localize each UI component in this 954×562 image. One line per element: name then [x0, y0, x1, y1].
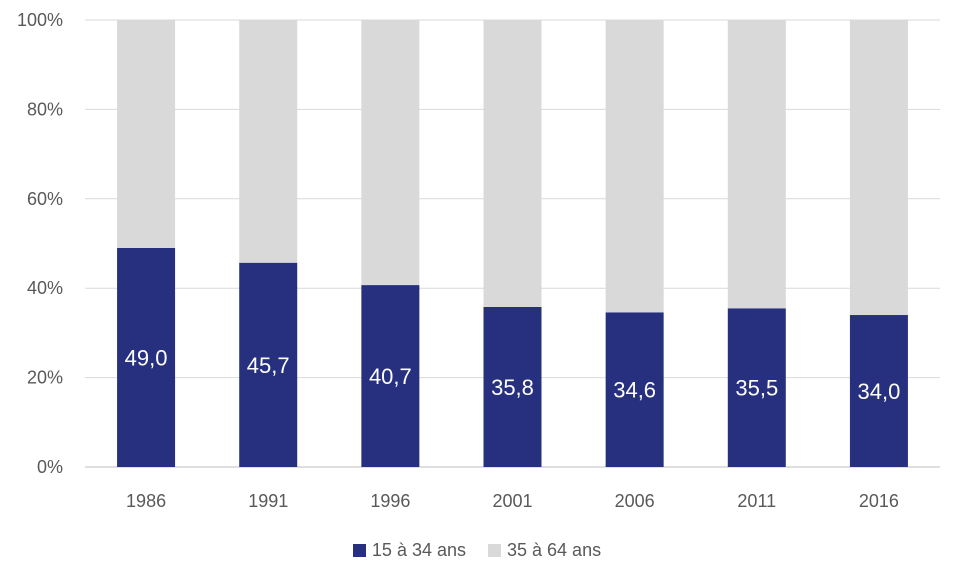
data-label: 49,0	[125, 345, 168, 370]
y-tick-label: 20%	[27, 368, 63, 388]
y-axis-tick-labels: 0% 20% 40% 60% 80% 100%	[17, 10, 63, 477]
bar-segment-series-1	[605, 312, 664, 467]
x-tick-label: 1986	[126, 491, 166, 511]
bar-segment-series-2	[117, 20, 176, 248]
legend-item-series-2: 35 à 64 ans	[488, 540, 601, 561]
legend: 15 à 34 ans 35 à 64 ans	[0, 540, 954, 561]
data-label: 40,7	[369, 364, 412, 389]
data-label: 35,8	[491, 375, 534, 400]
x-tick-label: 2016	[859, 491, 899, 511]
bar-segment-series-1	[483, 306, 542, 467]
bars: 49,0 45,7 40,7 35,8 34,6 35,5 34,0	[117, 20, 908, 467]
stacked-bar-chart: 0% 20% 40% 60% 80% 100% 49,0 45,7 40,7 35,8 34,6 3…	[17, 10, 940, 511]
data-label: 34,0	[858, 379, 901, 404]
x-tick-label: 2011	[737, 491, 776, 511]
y-tick-label: 80%	[27, 99, 63, 119]
legend-label-series-1: 15 à 34 ans	[371, 540, 466, 560]
x-tick-label: 1991	[248, 491, 288, 511]
legend-swatch-series-2	[488, 544, 501, 557]
x-tick-label: 2006	[615, 491, 655, 511]
x-axis-tick-labels: 1986 1991 1996 2001 2006 2011 2016	[126, 491, 899, 511]
x-tick-label: 1996	[370, 491, 410, 511]
y-tick-label: 100%	[17, 10, 63, 30]
data-label: 35,5	[735, 376, 778, 401]
bar-segment-series-2	[361, 20, 420, 286]
bar-segment-series-1	[361, 285, 420, 467]
bar-segment-series-2	[605, 20, 664, 313]
bar-segment-series-1	[117, 247, 176, 467]
y-tick-label: 40%	[27, 278, 63, 298]
bar-segment-series-1	[239, 262, 298, 467]
legend-swatch-series-1	[352, 544, 366, 557]
x-tick-label: 2001	[492, 491, 532, 511]
legend-label-series-2: 35 à 64 ans	[507, 540, 602, 560]
bar-segment-series-2	[483, 20, 542, 307]
data-label: 34,6	[613, 378, 656, 403]
bar-segment-series-2	[849, 20, 908, 316]
legend-item-series-1: 15 à 34 ans	[352, 540, 466, 561]
bar-segment-series-1	[727, 308, 786, 467]
bar-segment-series-1	[849, 315, 908, 467]
y-tick-label: 60%	[27, 189, 63, 209]
bar-segment-series-2	[239, 20, 298, 263]
data-label: 45,7	[247, 353, 290, 378]
bar-segment-series-2	[727, 20, 786, 309]
y-tick-label: 0%	[37, 457, 63, 477]
